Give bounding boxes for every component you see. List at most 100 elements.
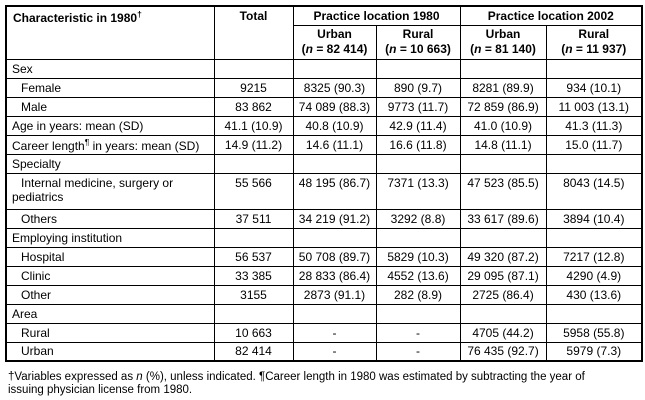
subheader-location: Urban [317,27,352,41]
cell-rural-1980: 5829 (10.3) [375,246,461,267]
table-row-male: Male 83 862 74 089 (88.3) 9773 (11.7) 72… [5,96,643,117]
cell-rural-1980: 9773 (11.7) [375,96,461,117]
row-label-text: Rural [21,325,50,340]
cell-urban-2002: 33 617 (89.6) [459,208,547,229]
cell-rural-1980: 42.9 (11.4) [375,115,461,136]
cell-rural-1980 [375,58,461,79]
cell-urban-1980 [292,153,377,174]
cell-total [213,153,294,174]
row-label: Other [5,284,215,305]
row-label-text: Female [21,80,62,95]
paren: ( [385,42,390,56]
cell-rural-1980: 4552 (13.6) [375,265,461,286]
cell-total [213,227,294,248]
col-header-total: Total [213,5,294,60]
row-label-text: Clinic [21,268,51,283]
cell-urban-1980: 48 195 (86.7) [292,172,377,210]
row-label: Hospital [5,246,215,267]
table-row-urban: Urban 82 414 - - 76 435 (92.7) 5979 (7.3… [5,341,643,362]
footnote-text: (%), unless indicated. ¶Career length in… [8,371,585,396]
n-value: = 81 140) [481,42,536,56]
cell-urban-2002: 29 095 (87.1) [459,265,547,286]
row-label: Urban [5,341,215,362]
cell-rural-1980: 3292 (8.8) [375,208,461,229]
n-italic: n [474,42,482,56]
cell-total: 55 566 [213,172,294,210]
row-label: Rural [5,322,215,343]
cell-rural-1980 [375,153,461,174]
row-label: Others [5,208,215,229]
col-header-characteristic-text: Characteristic in 1980 [13,11,138,25]
subheader-n: (n = 10 663) [380,42,457,57]
cell-urban-2002 [459,303,547,324]
table-row-section-employing-institution: Employing institution [5,227,643,248]
cell-total: 41.1 (10.9) [213,115,294,136]
cell-urban-1980: - [292,322,377,343]
cell-urban-2002 [459,58,547,79]
characteristics-table: Characteristic in 1980† Total Practice l… [5,5,644,362]
table-row-rural: Rural 10 663 - - 4705 (44.2) 5958 (55.8) [5,322,643,343]
row-label-text: Other [21,287,52,302]
cell-rural-2002: 430 (13.6) [545,284,643,305]
cell-urban-1980 [292,303,377,324]
row-label-text: Area [12,306,38,321]
row-label-text: Hospital [21,249,65,264]
cell-urban-1980: 28 833 (86.4) [292,265,377,286]
cell-rural-2002: 11 003 (13.1) [545,96,643,117]
cell-rural-2002 [545,153,643,174]
col-header-rural-2002: Rural (n = 11 937) [545,24,643,60]
cell-total: 10 663 [213,322,294,343]
cell-urban-2002: 14.8 (11.1) [459,134,547,155]
cell-rural-2002 [545,303,643,324]
row-label: Specialty [5,153,215,174]
n-value: = 10 663) [396,42,451,56]
footnote-text: †Variables expressed as [8,371,137,383]
cell-urban-2002 [459,153,547,174]
subheader-location: Urban [485,27,521,41]
row-label-text: Sex [12,61,33,76]
n-italic: n [565,42,573,56]
cell-rural-1980: 16.6 (11.8) [375,134,461,155]
table-row-section-sex: Sex [5,58,643,79]
table-row-others: Others 37 511 34 219 (91.2) 3292 (8.8) 3… [5,208,643,229]
cell-urban-2002: 8281 (89.9) [459,77,547,98]
n-value: = 11 937) [572,42,627,56]
subheader-n: (n = 82 414) [297,42,373,57]
col-header-rural-1980: Rural (n = 10 663) [375,24,461,60]
col-header-group-1980: Practice location 1980 [292,5,461,26]
cell-urban-1980: 50 708 (89.7) [292,246,377,267]
n-italic: n [305,42,313,56]
row-label-text: Employing institution [12,230,123,245]
cell-urban-1980: 8325 (90.3) [292,77,377,98]
row-label: Female [5,77,215,98]
cell-total [213,58,294,79]
row-label-text: Urban [21,344,54,359]
cell-rural-2002: 3894 (10.4) [545,208,643,229]
cell-rural-2002: 41.3 (11.3) [545,115,643,136]
row-label: Sex [5,58,215,79]
cell-rural-1980: 282 (8.9) [375,284,461,305]
table-row-hospital: Hospital 56 537 50 708 (89.7) 5829 (10.3… [5,246,643,267]
n-italic: n [389,42,397,56]
header-row-main: Characteristic in 1980† Total Practice l… [5,5,643,60]
cell-urban-2002: 4705 (44.2) [459,322,547,343]
cell-rural-1980 [375,227,461,248]
cell-urban-1980: - [292,341,377,362]
cell-rural-2002: 8043 (14.5) [545,172,643,210]
row-label: Clinic [5,265,215,286]
cell-total: 3155 [213,284,294,305]
table-row-female: Female 9215 8325 (90.3) 890 (9.7) 8281 (… [5,77,643,98]
cell-rural-2002 [545,227,643,248]
subheader-location: Rural [578,27,610,41]
cell-urban-2002 [459,227,547,248]
col-header-group-2002: Practice location 2002 [459,5,643,26]
header-row-sub: Urban (n = 82 414) Rural (n = 10 663) Urba… [6,24,643,60]
table-row-other-institution: Other 3155 2873 (91.1) 282 (8.9) 2725 (8… [5,284,643,305]
cell-total: 37 511 [213,208,294,229]
cell-urban-2002: 49 320 (87.2) [459,246,547,267]
paren: ( [301,42,306,56]
cell-urban-1980: 2873 (91.1) [292,284,377,305]
cell-rural-2002: 934 (10.1) [545,77,643,98]
row-label-text: Age in years: mean (SD) [12,118,144,133]
